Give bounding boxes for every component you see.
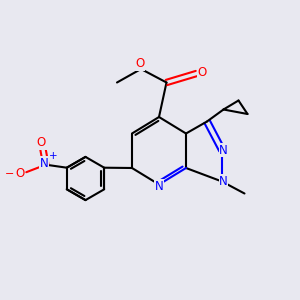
Text: N: N — [219, 143, 228, 157]
Text: N: N — [219, 175, 228, 188]
Text: −: − — [5, 169, 14, 179]
Text: O: O — [37, 136, 46, 149]
Text: O: O — [198, 65, 207, 79]
Text: N: N — [154, 179, 164, 193]
Text: +: + — [49, 151, 58, 161]
Text: O: O — [15, 167, 24, 180]
Text: N: N — [40, 157, 49, 170]
Text: O: O — [135, 57, 144, 70]
